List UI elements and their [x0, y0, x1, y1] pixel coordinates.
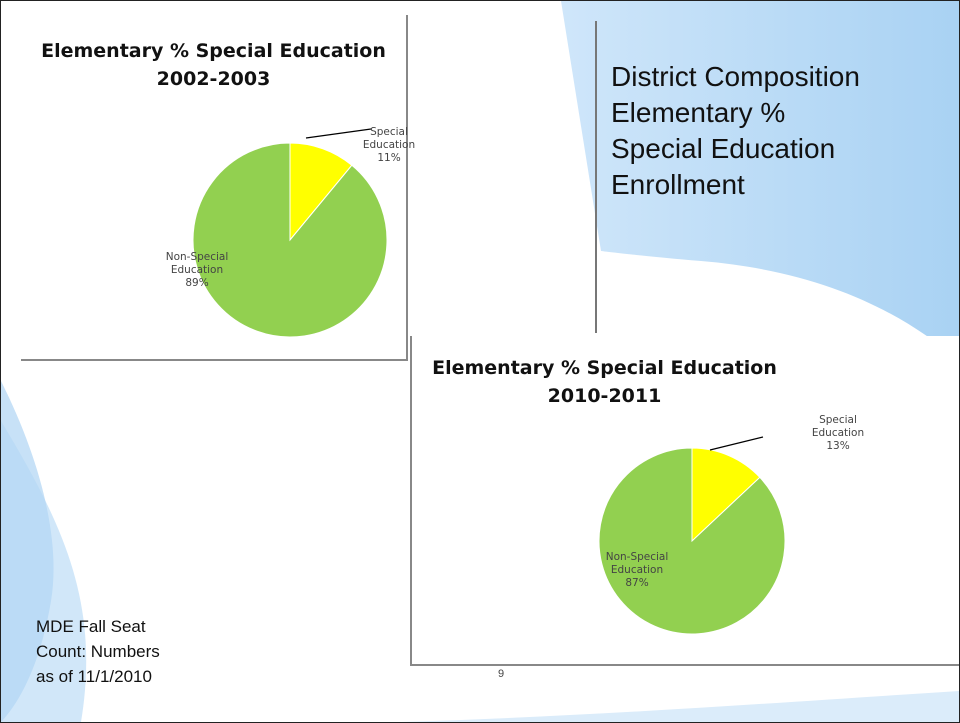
- chart-title: Elementary % Special Education 2010-2011: [412, 354, 797, 410]
- label-line: Special: [370, 126, 408, 138]
- chart-subtitle: 2010-2011: [547, 385, 662, 407]
- source-note: MDE Fall Seat Count: Numbers as of 11/1/…: [36, 614, 216, 689]
- leader-line: [305, 128, 372, 139]
- heading-line: Enrollment: [611, 169, 745, 200]
- source-line: Count: Numbers: [36, 642, 160, 661]
- pie-chart: [598, 436, 786, 635]
- leader-line: [709, 436, 764, 451]
- heading-line: District Composition: [611, 61, 860, 92]
- chart-title-line: Elementary % Special Education: [432, 357, 777, 379]
- label-pct: 13%: [826, 440, 850, 452]
- chart-2010-2011: Elementary % Special Education 2010-2011…: [410, 336, 959, 666]
- slide-heading: District Composition Elementary % Specia…: [611, 59, 951, 203]
- divider-line: [595, 21, 597, 333]
- label-line: Non-Special: [165, 251, 229, 263]
- heading-line: Elementary %: [611, 97, 786, 128]
- pie-slice-non-special: [192, 142, 388, 338]
- pie-chart: [192, 128, 388, 338]
- label-line: Education: [170, 264, 224, 276]
- label-line: Education: [362, 139, 416, 151]
- page-number: 9: [498, 668, 505, 680]
- label-line: Education: [610, 564, 664, 576]
- label-line: Non-Special: [605, 551, 669, 563]
- label-line: Special: [819, 414, 857, 426]
- source-line: MDE Fall Seat: [36, 617, 146, 636]
- chart-subtitle: 2002-2003: [156, 68, 271, 90]
- label-pct: 87%: [625, 577, 649, 589]
- pie-slice-special: [289, 142, 353, 242]
- slice-label-special: Special Education 13%: [798, 414, 878, 453]
- slice-label-non-special: Non-Special Education 87%: [592, 551, 682, 590]
- slice-label-special: Special Education 11%: [349, 126, 429, 165]
- label-pct: 89%: [185, 277, 209, 289]
- label-pct: 11%: [377, 152, 401, 164]
- pie-slice-non-special: [598, 447, 786, 635]
- chart-title: Elementary % Special Education 2002-2003: [21, 37, 406, 93]
- chart-2002-2003: Elementary % Special Education 2002-2003…: [21, 15, 415, 361]
- chart-title-line: Elementary % Special Education: [41, 40, 386, 62]
- pie-slice-special: [691, 447, 761, 543]
- heading-line: Special Education: [611, 133, 836, 164]
- label-line: Education: [811, 427, 865, 439]
- slice-label-non-special: Non-Special Education 89%: [152, 251, 242, 290]
- source-line: as of 11/1/2010: [36, 667, 152, 686]
